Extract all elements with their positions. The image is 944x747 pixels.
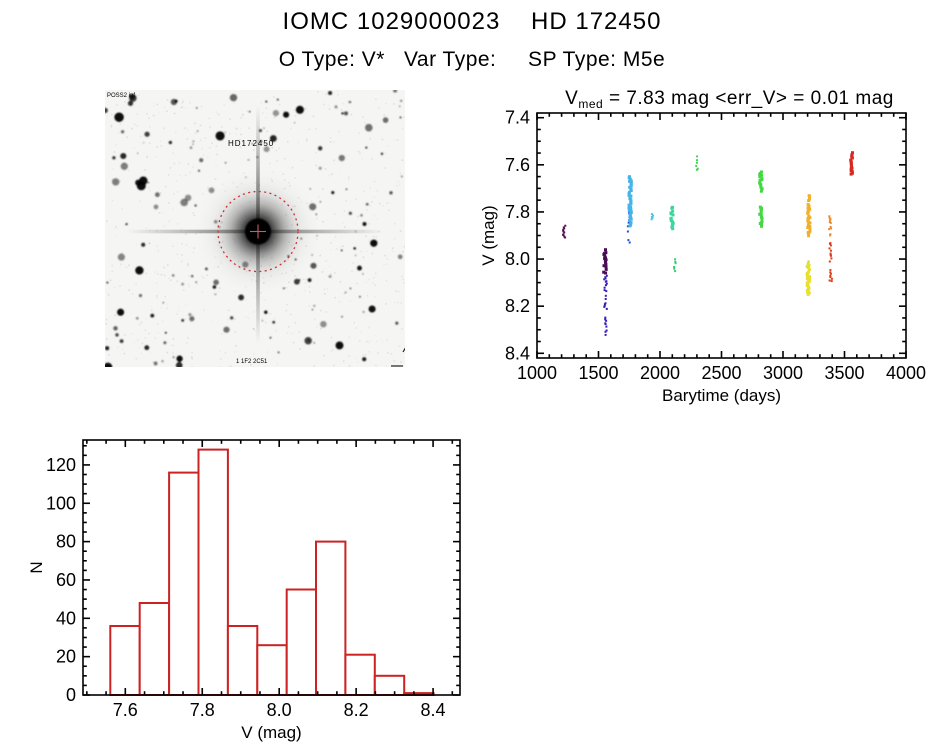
x-tick-label: 1000 — [517, 363, 557, 383]
aperture-circle — [217, 190, 299, 273]
histogram-bar — [315, 540, 347, 696]
y-tick-label: 60 — [56, 570, 76, 590]
x-tick-label: 8.4 — [421, 700, 446, 720]
observation-cluster — [602, 248, 608, 275]
tick-labels: 7.6 7.8 8.0 8.2 8.4 0 20 40 60 80 100 120 — [46, 455, 446, 720]
histogram-bar — [168, 471, 200, 696]
x-axis-label: Barytime (days) — [662, 386, 781, 405]
x-axis-label: V (mag) — [241, 723, 301, 742]
observation-cluster — [673, 258, 677, 273]
y-tick-label: 40 — [56, 608, 76, 628]
observation-cluster — [603, 274, 608, 336]
page-title: IOMC 1029000023 HD 172450 — [282, 8, 662, 35]
histogram-bar — [138, 602, 171, 696]
axis-frame — [536, 112, 907, 359]
x-tick-label: 8.0 — [267, 700, 292, 720]
observation-cluster — [627, 175, 633, 228]
y-tick-label: 0 — [66, 685, 76, 705]
compass-icon — [391, 347, 405, 367]
axis-frame — [82, 439, 461, 696]
crosshair-icon — [250, 224, 266, 239]
histogram-bar — [226, 625, 259, 696]
histogram-bar — [373, 674, 406, 697]
y-tick-label: 80 — [56, 532, 76, 552]
y-tick-label: 8.0 — [505, 249, 530, 269]
x-tick-label: 7.6 — [113, 700, 138, 720]
y-tick-label: 7.4 — [505, 108, 530, 128]
histogram-svg: 7.6 7.8 8.0 8.2 8.4 0 20 40 60 80 100 120 V (mag) N — [28, 439, 461, 742]
observation-cluster — [828, 242, 833, 283]
histogram-bar — [344, 653, 376, 696]
y-axis-label: N — [28, 561, 46, 573]
x-tick-label: 4000 — [886, 363, 926, 383]
x-tick-label: 1500 — [578, 363, 618, 383]
observation-cluster — [758, 170, 764, 228]
observation-cluster — [849, 151, 854, 176]
x-tick-label: 2000 — [640, 363, 680, 383]
observation-cluster — [695, 155, 699, 171]
y-tick-label: 7.8 — [505, 202, 530, 222]
y-tick-label: 8.4 — [505, 343, 530, 363]
y-tick-label: 7.6 — [505, 155, 530, 175]
x-tick-label: 2500 — [701, 363, 741, 383]
survey-label: POSS2 inf — [107, 93, 135, 99]
lightcurve-svg: 1000 1500 2000 2500 3000 3500 4000 7.4 7.6 7.8 8.0… — [480, 88, 926, 405]
y-tick-label: 120 — [46, 455, 76, 475]
x-tick-label: 8.2 — [344, 700, 369, 720]
histogram-bar — [285, 588, 318, 696]
observation-cluster — [669, 205, 675, 231]
lightcurve-title: Vmed = 7.83 mag <err_V> = 0.01 mag — [565, 88, 894, 111]
page-subtitle: O Type: V* Var Type: SP Type: M5e — [278, 48, 666, 71]
target-label: HD172450 — [228, 139, 274, 148]
y-axis-label: V (mag) — [480, 205, 498, 265]
histogram-bars — [109, 448, 435, 697]
observation-cluster — [562, 224, 567, 239]
observation-cluster — [650, 213, 655, 221]
observation-cluster — [806, 194, 812, 238]
y-tick-label: 20 — [56, 647, 76, 667]
y-tick-label: 100 — [46, 493, 76, 513]
histogram-bar — [256, 644, 288, 696]
observation-cluster — [805, 262, 812, 296]
observation-cluster — [828, 215, 833, 237]
x-tick-label: 3000 — [763, 363, 803, 383]
histogram-bar — [197, 448, 229, 696]
tick-labels: 1000 1500 2000 2500 3000 3500 4000 7.4 7.6 7.8 8.0… — [505, 108, 926, 383]
x-tick-label: 7.8 — [190, 700, 215, 720]
x-tick-label: 3500 — [824, 363, 864, 383]
histogram-bar — [109, 625, 141, 696]
finder-chart-svg: HD172450 POSS2 inf 1 1F2 2C51 — [105, 90, 405, 367]
lightcurve-points — [562, 151, 854, 336]
plate-label: 1 1F2 2C51 — [236, 359, 268, 365]
y-tick-label: 8.2 — [505, 296, 530, 316]
